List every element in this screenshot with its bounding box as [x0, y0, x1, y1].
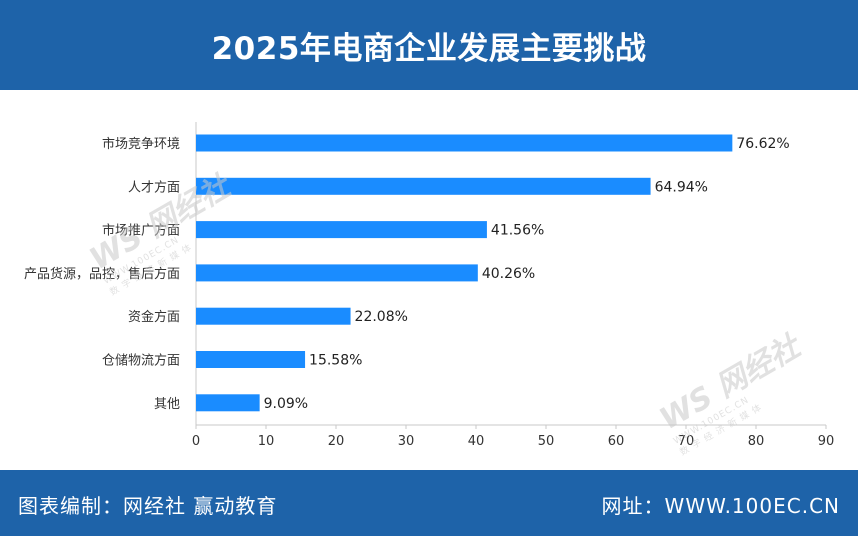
- x-tick-label: 10: [258, 434, 275, 449]
- bar: [196, 351, 306, 368]
- bar: [196, 307, 351, 325]
- x-tick-label: 30: [398, 434, 415, 449]
- bar: [196, 221, 487, 239]
- bar-chart: 0 10 20 30 40 50 60 70 80 90 市场竞争环境 76.62% 人才方面 64.94…: [24, 122, 835, 449]
- x-tick-label: 40: [468, 434, 485, 449]
- data-label: 41.56%: [491, 223, 544, 239]
- x-tick-label: 20: [328, 434, 345, 449]
- category-label: 仓储物流方面: [102, 353, 180, 369]
- category-label: 人才方面: [128, 179, 180, 195]
- data-label: 40.26%: [482, 266, 535, 282]
- x-tick-label: 50: [538, 434, 555, 449]
- website-link[interactable]: 网址：WWW.100EC.CN: [601, 494, 840, 518]
- category-label: 其他: [154, 397, 180, 412]
- chart-title: 2025年电商企业发展主要挑战: [211, 30, 647, 67]
- bar: [196, 264, 478, 282]
- x-tick-label: 80: [748, 434, 765, 449]
- source-credit: 图表编制：网经社 赢动教育: [18, 494, 278, 518]
- data-label: 15.58%: [309, 353, 362, 369]
- category-label: 市场推广方面: [102, 223, 180, 239]
- header-banner: 2025年电商企业发展主要挑战: [0, 0, 858, 90]
- category-label: 产品货源，品控，售后方面: [24, 266, 180, 282]
- data-label: 76.62%: [736, 136, 789, 152]
- data-label: 64.94%: [655, 179, 708, 195]
- x-tick-label: 70: [678, 434, 695, 449]
- bar: [196, 134, 733, 152]
- footer-banner: 图表编制：网经社 赢动教育 网址：WWW.100EC.CN: [0, 470, 858, 536]
- bar: [196, 177, 651, 195]
- x-tick-label: 60: [608, 434, 625, 449]
- x-tick-label: 0: [192, 434, 200, 449]
- data-label: 22.08%: [355, 309, 408, 325]
- chart-area: 0 10 20 30 40 50 60 70 80 90 市场竞争环境 76.62% 人才方面 64.94…: [0, 90, 858, 470]
- data-label: 9.09%: [264, 396, 308, 412]
- x-tick-label: 90: [818, 434, 835, 449]
- bar: [196, 394, 260, 412]
- category-label: 资金方面: [128, 309, 180, 325]
- category-label: 市场竞争环境: [102, 136, 180, 152]
